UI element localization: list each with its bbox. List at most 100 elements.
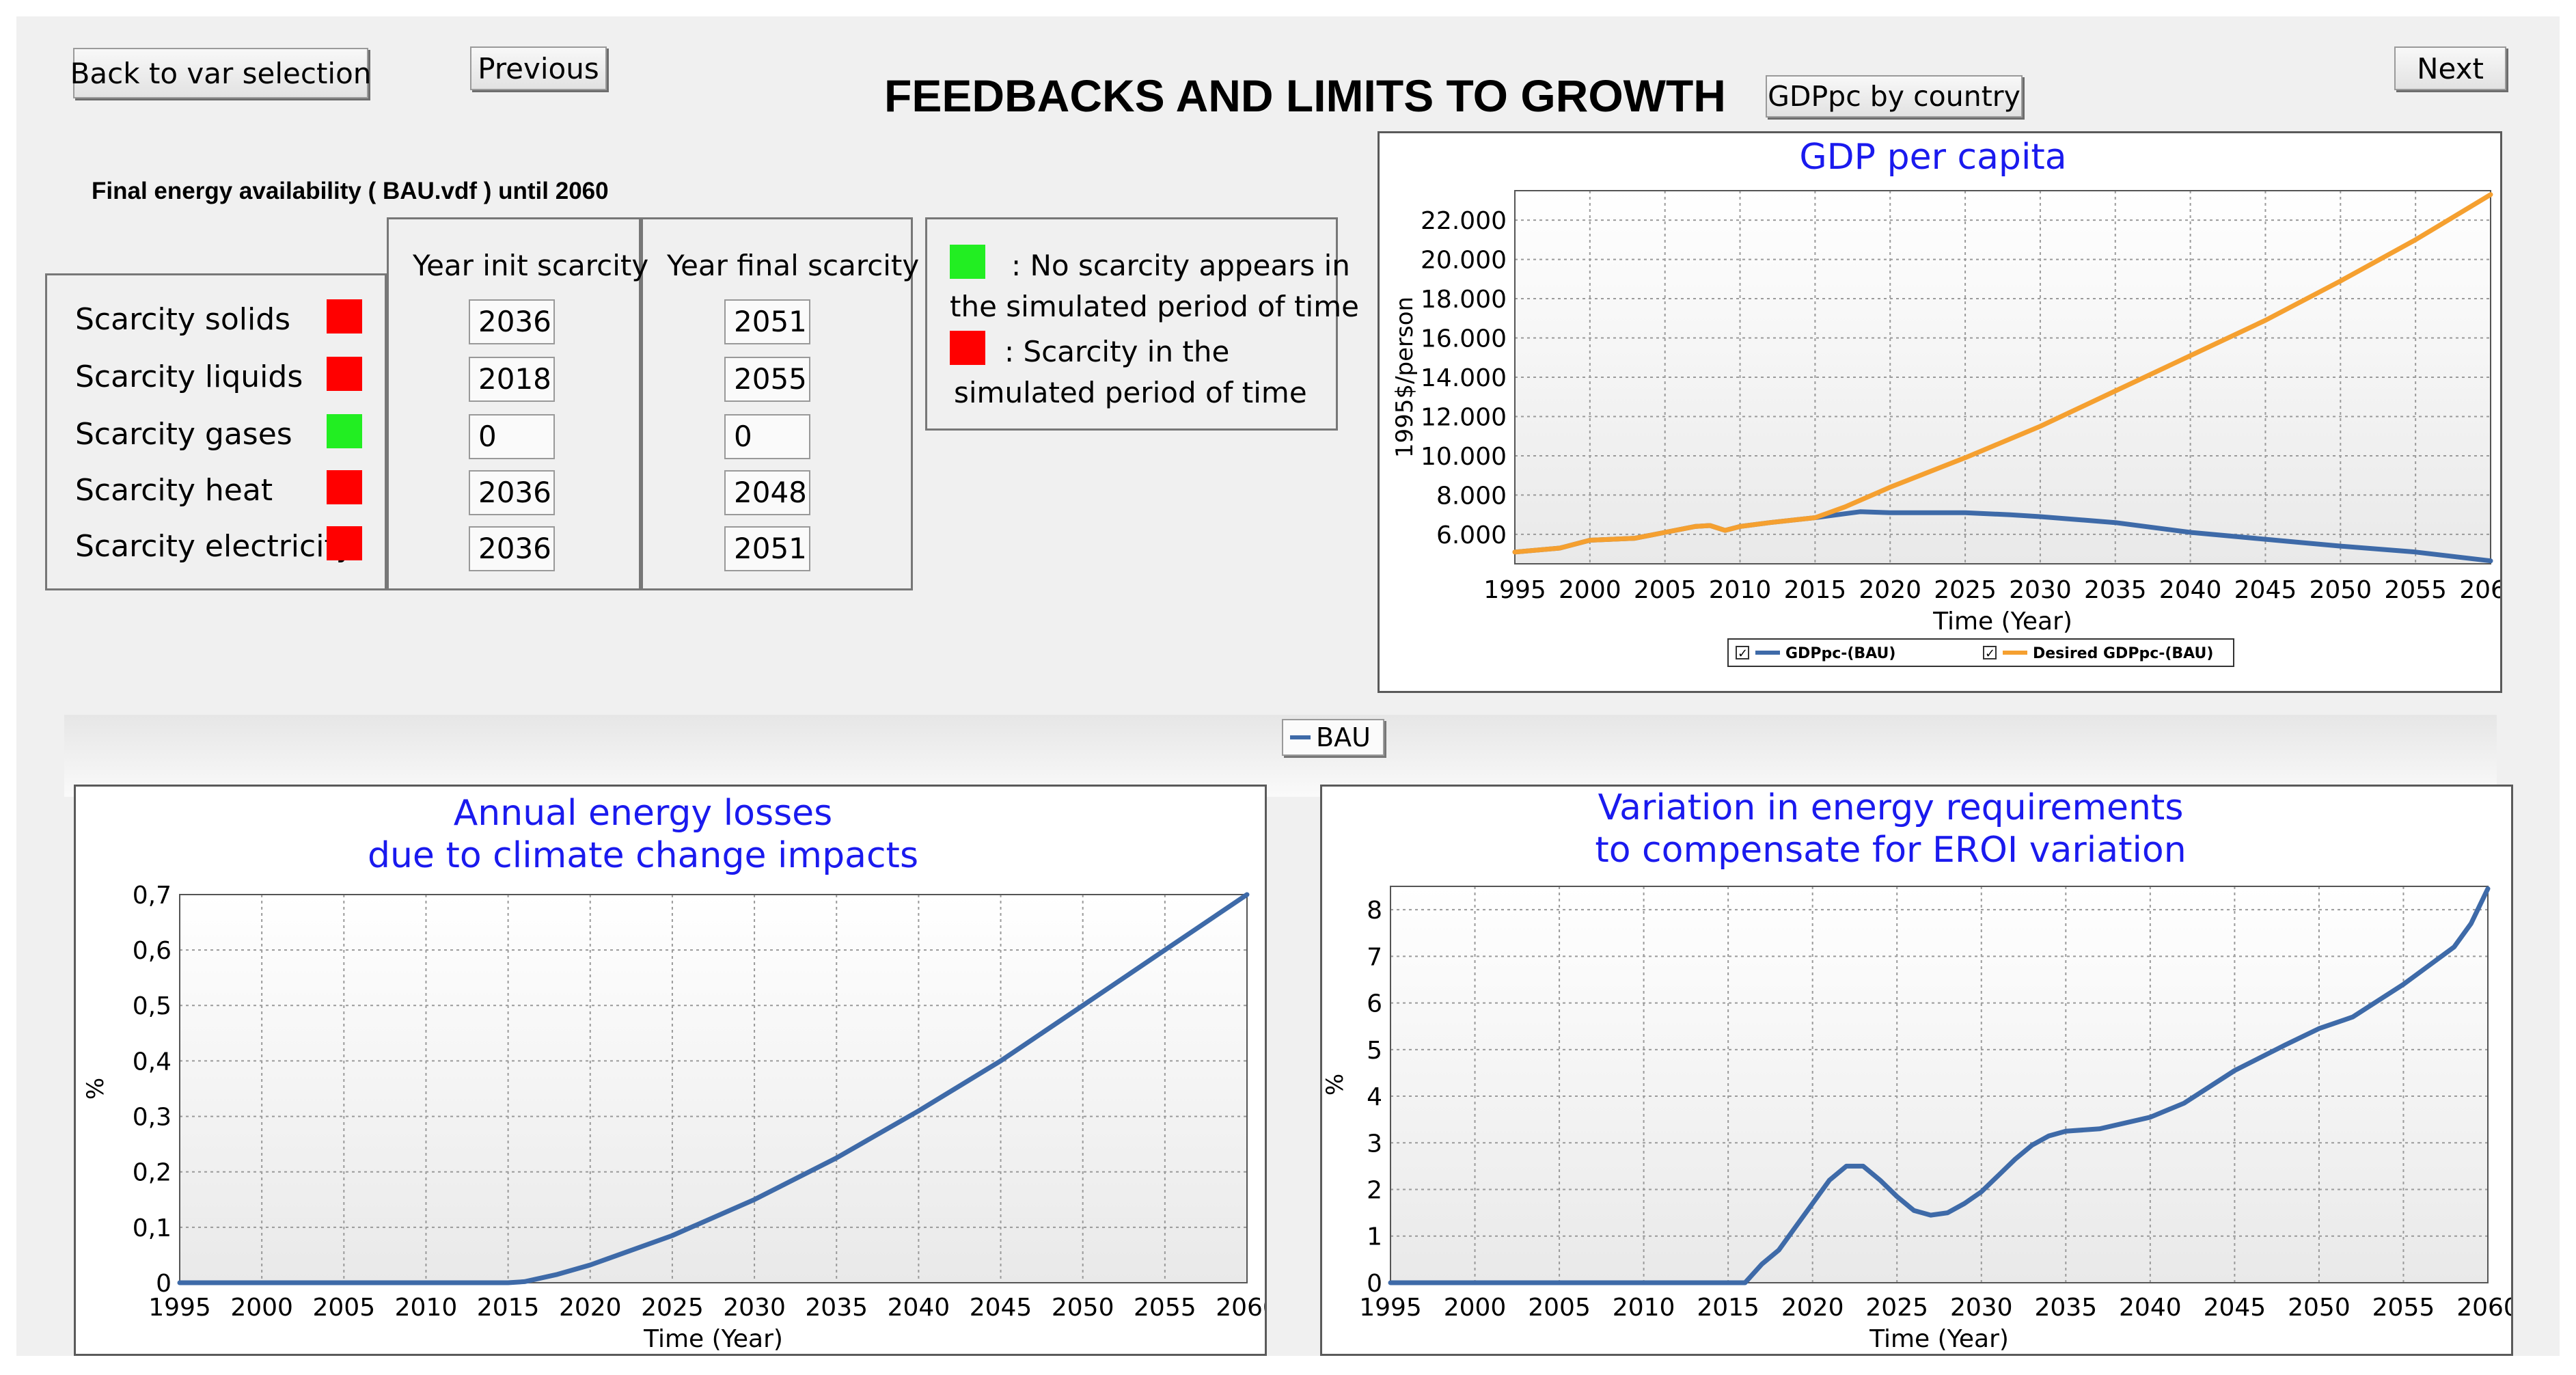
solids-final-field[interactable]: 2051 (724, 299, 810, 344)
x-tick-label: 2015 (1697, 1294, 1759, 1322)
scarcity-gases-label: Scarcity gases (75, 417, 292, 452)
y-tick-label: 12.000 (1421, 403, 1507, 431)
heat-final-field[interactable]: 2048 (724, 470, 810, 515)
electricity-final-field[interactable]: 2051 (724, 526, 810, 571)
plot-border (1390, 886, 2489, 1283)
y-tick-label: 0 (156, 1270, 172, 1298)
y-tick-label: 0,7 (133, 882, 172, 910)
y-axis-label: % (82, 1078, 109, 1100)
y-tick-label: 8.000 (1436, 482, 1507, 510)
bau-legend-button[interactable]: BAU (1282, 719, 1384, 756)
electricity-init-field[interactable]: 2036 (469, 526, 555, 571)
no-scarcity-text-1: : No scarcity appears in (1011, 249, 1350, 282)
x-tick-label: 2060 (1216, 1294, 1265, 1322)
x-tick-label: 2060 (2456, 1294, 2511, 1322)
x-tick-label: 2000 (230, 1294, 293, 1322)
liquids-init-field[interactable]: 2018 (469, 357, 555, 402)
chart-title: Variation in energy requirements (1598, 787, 2184, 828)
x-tick-label: 2035 (805, 1294, 868, 1322)
x-axis-label: Time (Year) (1869, 1325, 2009, 1353)
next-button[interactable]: Next (2394, 46, 2506, 90)
y-tick-label: 8 (1367, 897, 1382, 925)
y-axis-label: 1995$/person (1391, 297, 1419, 458)
y-tick-label: 10.000 (1421, 443, 1507, 471)
series-line-bau (177, 892, 1250, 1285)
plot-area (1390, 886, 2488, 1283)
x-tick-label: 2060 (2459, 576, 2500, 604)
scarcity-text-1: : Scarcity in the (1004, 335, 1230, 368)
x-tick-label: 2055 (1134, 1294, 1196, 1322)
scarcity-gases-indicator (327, 414, 362, 448)
x-tick-label: 2045 (2234, 576, 2297, 604)
series-line-desired-gdppc-bau- (1512, 192, 2493, 555)
no-scarcity-swatch (950, 245, 985, 279)
x-tick-label: 2040 (888, 1294, 950, 1322)
back-to-var-selection-button[interactable]: Back to var selection (70, 48, 371, 98)
bau-legend-label: BAU (1316, 722, 1371, 752)
x-tick-label: 2050 (2288, 1294, 2351, 1322)
page-title: FEEDBACKS AND LIMITS TO GROWTH (884, 70, 1726, 121)
y-tick-label: 18.000 (1421, 286, 1507, 314)
x-tick-label: 2030 (723, 1294, 786, 1322)
y-tick-label: 0 (1367, 1270, 1382, 1298)
gdppc-by-country-button[interactable]: GDPpc by country (1766, 75, 2023, 118)
solids-init-field[interactable]: 2036 (469, 299, 555, 344)
x-tick-label: 2055 (2372, 1294, 2435, 1322)
x-tick-label: 2025 (1934, 576, 1997, 604)
scarcity-swatch (950, 331, 985, 365)
x-tick-label: 2030 (2009, 576, 2072, 604)
scarcity-solids-indicator (327, 299, 362, 333)
no-scarcity-text-2: the simulated period of time (950, 290, 1359, 323)
y-tick-label: 1 (1367, 1223, 1382, 1251)
x-tick-label: 2000 (1444, 1294, 1507, 1322)
y-axis-label: % (1322, 1074, 1349, 1095)
energy-losses-chart-panel: Annual energy losses due to climate chang… (74, 785, 1278, 1356)
x-axis-label: Time (Year) (643, 1325, 783, 1353)
x-axis-label: Time (Year) (1932, 608, 2072, 636)
x-tick-label: 2005 (312, 1294, 375, 1322)
x-tick-label: 2040 (2159, 576, 2222, 604)
app-window: Back to var selection Previous FEEDBACKS… (16, 16, 2560, 1356)
x-tick-label: 2015 (1784, 576, 1847, 604)
x-tick-label: 2025 (641, 1294, 704, 1322)
series-line-bau (1388, 886, 2491, 1285)
liquids-final-field[interactable]: 2055 (724, 357, 810, 402)
plot-border (1514, 190, 2491, 564)
x-tick-label: 2050 (2309, 576, 2372, 604)
gases-final-field[interactable]: 0 (724, 414, 810, 459)
heat-init-field[interactable]: 2036 (469, 470, 555, 515)
bau-line-swatch (1290, 735, 1311, 739)
legend-checkmark: ✓ (1985, 646, 1995, 661)
x-tick-label: 2050 (1052, 1294, 1114, 1322)
x-tick-label: 2035 (2084, 576, 2147, 604)
y-tick-label: 0,6 (133, 937, 172, 965)
y-tick-label: 0,3 (133, 1104, 172, 1132)
scarcity-subtitle: Final energy availability ( BAU.vdf ) un… (92, 178, 609, 204)
x-tick-label: 2035 (2034, 1294, 2097, 1322)
scarcity-solids-label: Scarcity solids (75, 302, 291, 337)
year-final-panel (641, 217, 913, 590)
y-tick-label: 2 (1367, 1176, 1382, 1204)
scarcity-heat-label: Scarcity heat (75, 473, 273, 508)
x-tick-label: 2030 (1950, 1294, 2013, 1322)
x-tick-label: 1995 (1483, 576, 1546, 604)
gdp-per-capita-chart: GDP per capita 1995 2000 2005 2010 2015 2020 20… (1391, 137, 2522, 667)
gases-init-field[interactable]: 0 (469, 414, 555, 459)
plot-border (179, 894, 1248, 1283)
x-tick-label: 2020 (1781, 1294, 1844, 1322)
chart-title: due to climate change impacts (368, 835, 918, 876)
x-tick-label: 2015 (477, 1294, 540, 1322)
scarcity-liquids-indicator (327, 357, 362, 391)
x-tick-label: 1995 (1359, 1294, 1422, 1322)
year-final-header: Year final scarcity (667, 249, 920, 282)
x-tick-label: 2045 (970, 1294, 1032, 1322)
chart-title: GDP per capita (1799, 137, 2066, 178)
x-tick-label: 2005 (1634, 576, 1697, 604)
y-tick-label: 16.000 (1421, 325, 1507, 353)
chart-title: to compensate for EROI variation (1595, 830, 2186, 871)
eroi-chart-panel: Variation in energy requirements to compe… (1320, 785, 2519, 1356)
previous-button[interactable]: Previous (470, 46, 607, 90)
y-tick-label: 0,2 (133, 1159, 172, 1187)
scarcity-heat-indicator (327, 470, 362, 504)
